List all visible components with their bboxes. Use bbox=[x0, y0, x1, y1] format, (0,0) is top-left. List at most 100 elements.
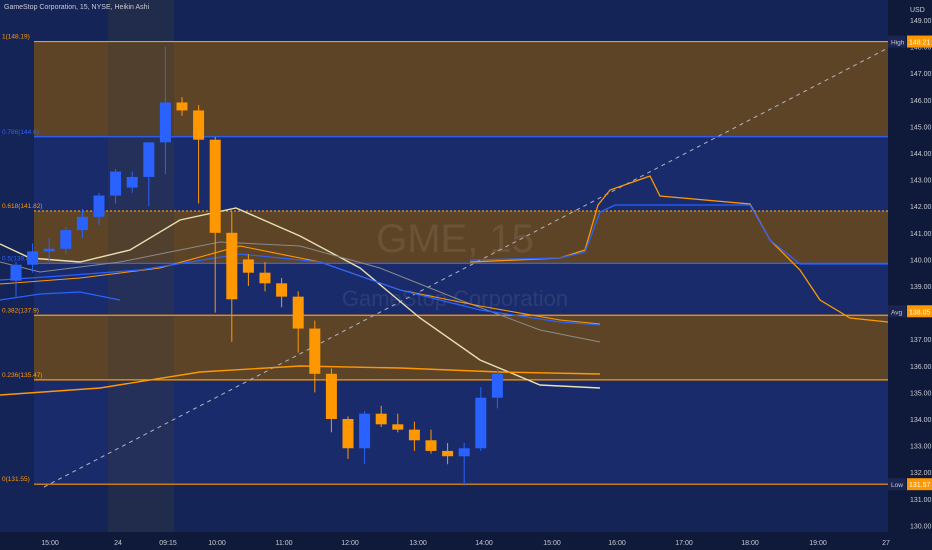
low-tag-bg bbox=[888, 478, 906, 491]
time-tick: 10:00 bbox=[208, 540, 226, 547]
time-tick: 18:00 bbox=[741, 540, 759, 547]
time-tick: 11:00 bbox=[276, 540, 293, 547]
time-tick: 12:00 bbox=[341, 540, 359, 547]
fib-zone bbox=[34, 41, 888, 137]
candle-body bbox=[159, 102, 171, 143]
low-value-bg bbox=[907, 478, 932, 491]
price-tick: 141.00 bbox=[910, 231, 932, 238]
time-tick: 14:00 bbox=[475, 540, 493, 547]
candle-body bbox=[76, 216, 88, 231]
fib-label: 0.382(137.9) bbox=[2, 307, 39, 314]
candle-body bbox=[43, 248, 55, 252]
price-tick: 131.00 bbox=[910, 497, 932, 504]
price-tick: 148.00 bbox=[910, 45, 932, 52]
candle-body bbox=[475, 397, 487, 449]
fib-label: 0.236(135.47) bbox=[2, 372, 42, 379]
fib-zone bbox=[34, 210, 888, 264]
candle-body bbox=[126, 176, 138, 188]
price-tick: 140.00 bbox=[910, 257, 932, 264]
candle-body bbox=[226, 232, 238, 300]
vwap-blue bbox=[469, 204, 888, 265]
low-value: 131.57 bbox=[909, 482, 931, 489]
blue-left-stub bbox=[0, 291, 121, 301]
candle-body bbox=[209, 139, 221, 233]
fib-label: 0.5(139.85) bbox=[2, 255, 35, 262]
ma-line-pale bbox=[0, 207, 601, 389]
candle-body bbox=[342, 419, 354, 449]
price-tick: 139.00 bbox=[910, 284, 932, 291]
candle-body bbox=[309, 328, 321, 374]
time-tick: 15:00 bbox=[543, 540, 561, 547]
time-tick: 09:15 bbox=[159, 540, 177, 547]
ma-line-gray bbox=[0, 241, 601, 343]
price-tick: 130.00 bbox=[910, 523, 932, 530]
fib-label: 1(148.19) bbox=[2, 34, 30, 41]
time-tick: 15:00 bbox=[41, 540, 59, 547]
ma-line-long bbox=[0, 365, 601, 396]
avg-tag-bg bbox=[888, 305, 906, 318]
avg-value: 138.05 bbox=[909, 309, 931, 316]
high-tag-bg bbox=[888, 35, 906, 48]
candle-body bbox=[425, 440, 437, 451]
price-tick: 145.00 bbox=[910, 124, 932, 131]
vwap-orange bbox=[469, 175, 911, 331]
price-tick: 147.00 bbox=[910, 71, 932, 78]
candle-body bbox=[375, 413, 387, 425]
price-tick: 133.00 bbox=[910, 444, 932, 451]
candle-body bbox=[442, 450, 454, 457]
time-tick: 27 bbox=[882, 540, 890, 547]
price-tick: 132.00 bbox=[910, 470, 932, 477]
candle-body bbox=[325, 373, 337, 419]
price-tick: 149.00 bbox=[910, 18, 932, 25]
fib-label: 0.618(141.82) bbox=[2, 203, 42, 210]
price-tick: 136.00 bbox=[910, 364, 932, 371]
time-tick: 16:00 bbox=[608, 540, 626, 547]
symbol-header: GameStop Corporation, 15, NYSE, Heikin A… bbox=[4, 4, 150, 11]
price-tick: 146.00 bbox=[910, 98, 932, 105]
fib-zone bbox=[34, 315, 888, 380]
price-tick: 134.00 bbox=[910, 417, 932, 424]
price-tick: 137.00 bbox=[910, 337, 932, 344]
high-value-bg bbox=[907, 35, 932, 48]
candle-body bbox=[110, 171, 122, 196]
price-tick: 143.00 bbox=[910, 178, 932, 185]
avg-value-bg bbox=[907, 305, 932, 318]
candle-body bbox=[408, 429, 420, 441]
price-tick: 142.00 bbox=[910, 204, 932, 211]
ma-line-blue bbox=[0, 253, 601, 326]
candle-body bbox=[193, 110, 205, 140]
fib-label: 0.786(144.6) bbox=[2, 129, 39, 136]
candle-body bbox=[176, 102, 188, 111]
candle-body bbox=[10, 264, 22, 281]
avg-tag-label: Avg bbox=[891, 309, 902, 316]
candle-body bbox=[143, 142, 155, 177]
candle-body bbox=[491, 373, 503, 398]
fib-zone bbox=[34, 379, 888, 485]
candle-body bbox=[242, 259, 254, 273]
candle-body bbox=[392, 424, 404, 430]
price-tick: 135.00 bbox=[910, 390, 932, 397]
candle-body bbox=[60, 230, 72, 249]
low-tag-label: Low bbox=[891, 482, 903, 489]
time-tick: 13:00 bbox=[409, 540, 427, 547]
candle-body bbox=[259, 272, 271, 284]
candle-body bbox=[27, 251, 39, 265]
candle-body bbox=[359, 413, 371, 449]
candle-body bbox=[276, 283, 288, 297]
time-tick: 17:00 bbox=[675, 540, 693, 547]
time-axis-bg bbox=[0, 532, 932, 550]
time-tick: 24 bbox=[114, 540, 122, 547]
watermark-ticker: GME, 15 bbox=[376, 217, 534, 261]
candle-body bbox=[292, 296, 304, 329]
fib-label: 0(131.55) bbox=[2, 476, 30, 483]
price-tick: 144.00 bbox=[910, 151, 932, 158]
candle-body bbox=[93, 195, 105, 217]
fib-zone bbox=[34, 263, 888, 316]
fib-zone bbox=[34, 136, 888, 211]
currency-label: USD bbox=[910, 7, 925, 14]
price-axis-bg bbox=[888, 0, 932, 550]
time-tick: 19:00 bbox=[809, 540, 827, 547]
candle-body bbox=[458, 448, 470, 457]
